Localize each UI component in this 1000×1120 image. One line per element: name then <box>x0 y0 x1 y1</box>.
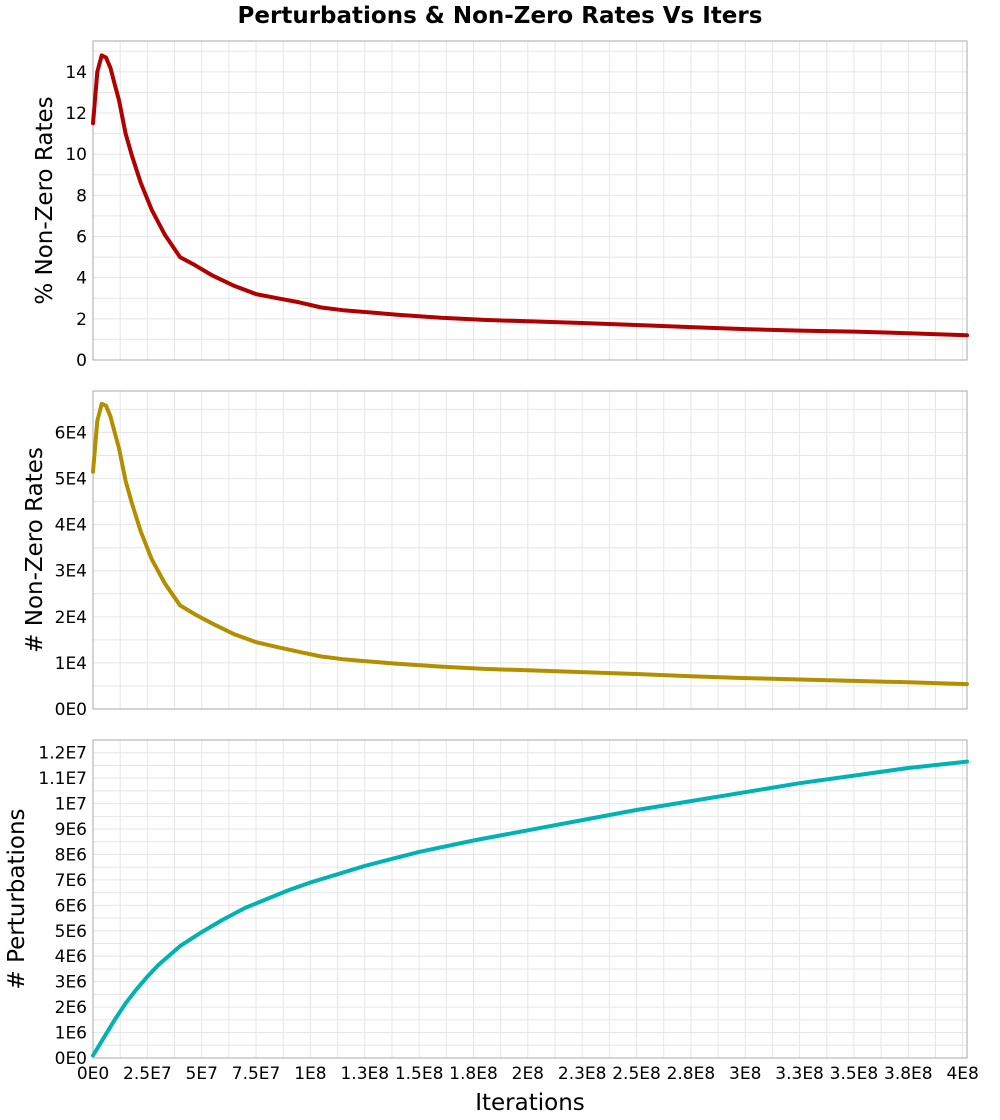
plot-border <box>92 40 968 361</box>
x-tick-label: 3E8 <box>729 1064 761 1084</box>
x-tick-label: 1.3E8 <box>340 1064 389 1084</box>
plot-border <box>92 739 968 1059</box>
y-axis-label: % Non-Zero Rates <box>32 96 58 304</box>
chart-panels: 0 2 4 6 8 10 12 14 % Non-Zero Rates 0E0 1E4 2E4 3E4 4… <box>4 40 979 1084</box>
y-tick-label: 3E4 <box>55 562 87 582</box>
plot-area <box>92 739 968 1059</box>
chart-panel-2: 0E0 1E4 2E4 3E4 4E4 5E4 6E4 # Non-Zero Rates <box>22 390 969 720</box>
y-tick-label: 8 <box>76 186 87 206</box>
y-tick-label: 9E6 <box>55 820 87 840</box>
x-tick-label: 5E7 <box>186 1064 218 1084</box>
y-tick-label: 3E6 <box>55 973 87 993</box>
y-tick-label: 0E0 <box>55 1049 87 1069</box>
x-tick-label: 1E8 <box>294 1064 326 1084</box>
plot-area <box>92 390 968 710</box>
y-tick-label: 12 <box>65 104 87 124</box>
x-tick-label: 4E8 <box>946 1064 978 1084</box>
x-tick-label: 3.8E8 <box>884 1064 933 1084</box>
x-tick-label: 7.5E7 <box>232 1064 281 1084</box>
y-tick-label: 6 <box>76 228 87 248</box>
chart-panel-1: 0 2 4 6 8 10 12 14 % Non-Zero Rates <box>32 40 969 371</box>
x-tick-label: 3.3E8 <box>775 1064 824 1084</box>
y-tick-label: 2E6 <box>55 998 87 1018</box>
series-line <box>91 53 969 338</box>
x-axis-label: Iterations <box>475 1090 585 1116</box>
y-tick-label: 14 <box>65 63 87 83</box>
y-tick-label: 6E6 <box>55 896 87 916</box>
series-line <box>91 759 969 1058</box>
y-axis-label: # Non-Zero Rates <box>22 447 48 653</box>
y-tick-label: 1E6 <box>55 1024 87 1044</box>
x-tick-label: 2.5E7 <box>123 1064 172 1084</box>
y-tick-label: 2E4 <box>55 608 87 628</box>
y-tick-label: 5E4 <box>55 470 87 490</box>
y-tick-label: 7E6 <box>55 871 87 891</box>
x-tick-label: 2.3E8 <box>558 1064 607 1084</box>
x-tick-label: 0E0 <box>77 1064 109 1084</box>
y-axis-label: # Perturbations <box>4 808 30 989</box>
y-tick-label: 10 <box>65 145 87 165</box>
chart-title: Perturbations & Non-Zero Rates Vs Iters <box>238 3 763 29</box>
series-line <box>91 401 969 687</box>
x-tick-label: 2.5E8 <box>612 1064 661 1084</box>
y-tick-label: 0 <box>76 351 87 371</box>
y-tick-label: 4E4 <box>55 516 87 536</box>
x-tick-label: 1.5E8 <box>395 1064 444 1084</box>
plot-border <box>92 390 968 710</box>
y-tick-label: 8E6 <box>55 845 87 865</box>
y-tick-label: 1.1E7 <box>38 769 87 789</box>
y-tick-label: 1E4 <box>55 654 87 674</box>
x-tick-label: 1.8E8 <box>449 1064 498 1084</box>
y-tick-label: 4E6 <box>55 947 87 967</box>
x-tick-label: 2E8 <box>512 1064 544 1084</box>
y-tick-label: 6E4 <box>55 423 87 443</box>
y-tick-label: 5E6 <box>55 922 87 942</box>
x-tick-label: 3.5E8 <box>830 1064 879 1084</box>
y-tick-label: 1.2E7 <box>38 744 87 764</box>
x-tick-label: 2.8E8 <box>667 1064 716 1084</box>
y-tick-label: 0E0 <box>55 700 87 720</box>
y-tick-label: 1E7 <box>55 795 87 815</box>
y-tick-label: 2 <box>76 310 87 330</box>
chart-panel-3: 0E0 1E6 2E6 3E6 4E6 5E6 6E6 7E6 8E6 9E6 1E7 1.1E7 1.… <box>4 739 979 1084</box>
y-tick-label: 4 <box>76 269 87 289</box>
plot-area <box>92 40 968 361</box>
